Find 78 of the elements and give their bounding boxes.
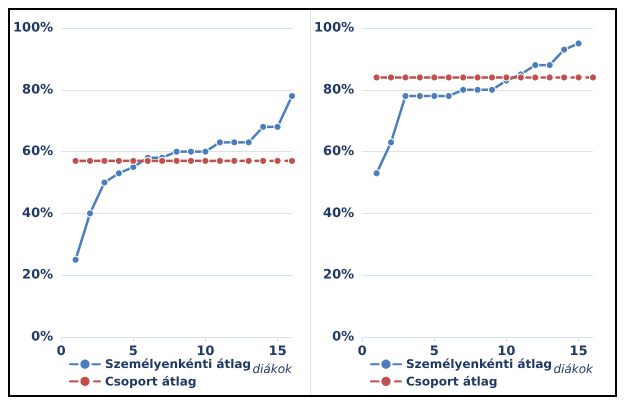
- x-tick-label: 15: [268, 344, 287, 359]
- x-tick-label: 15: [570, 344, 588, 359]
- x-axis-title: diákok: [252, 362, 294, 376]
- point: [72, 156, 80, 165]
- point: [444, 73, 453, 82]
- point: [114, 169, 123, 178]
- point: [459, 86, 468, 94]
- x-tick-label: 0: [56, 344, 66, 359]
- point: [372, 73, 381, 82]
- legend-label: Személyenkénti átlag: [104, 357, 252, 372]
- point: [488, 86, 496, 94]
- point: [230, 138, 238, 146]
- point: [216, 138, 224, 146]
- point: [86, 209, 94, 218]
- y-tick-label: 20%: [22, 268, 54, 283]
- legend-label: Csoport átlag: [104, 374, 196, 388]
- x-tick-label: 5: [430, 344, 439, 359]
- point: [244, 156, 253, 165]
- point: [288, 156, 296, 165]
- point: [560, 46, 568, 54]
- point: [187, 156, 196, 165]
- point: [274, 156, 282, 165]
- point: [401, 73, 410, 82]
- point: [100, 178, 108, 186]
- point: [100, 156, 108, 165]
- point: [387, 73, 396, 82]
- point: [187, 148, 196, 156]
- point: [416, 73, 424, 82]
- point: [516, 73, 525, 82]
- point: [574, 73, 583, 82]
- point: [201, 156, 210, 165]
- point: [244, 138, 253, 146]
- x-tick-label: 0: [358, 344, 367, 359]
- point: [574, 39, 583, 48]
- y-tick-label: 100%: [314, 20, 354, 36]
- point: [474, 73, 482, 82]
- point: [430, 73, 438, 82]
- x-axis-title: diákok: [553, 362, 594, 376]
- y-tick-label: 60%: [22, 144, 54, 160]
- point: [372, 169, 381, 178]
- point: [274, 122, 282, 131]
- point: [114, 156, 123, 165]
- point: [531, 73, 540, 82]
- point: [488, 73, 496, 82]
- point: [546, 73, 554, 82]
- point: [158, 156, 166, 165]
- point: [259, 122, 268, 131]
- y-tick-label: 0%: [31, 330, 54, 344]
- point: [216, 156, 224, 165]
- y-tick-label: 20%: [323, 268, 354, 283]
- point: [259, 156, 268, 165]
- y-tick-label: 80%: [323, 82, 354, 98]
- point: [201, 148, 210, 156]
- point: [230, 156, 238, 165]
- x-tick-label: 5: [128, 344, 138, 359]
- y-tick-label: 60%: [323, 144, 354, 160]
- y-tick-label: 100%: [12, 20, 54, 36]
- y-tick-label: 40%: [323, 206, 354, 221]
- y-tick-label: 40%: [22, 206, 54, 221]
- point: [560, 73, 568, 82]
- point: [474, 86, 482, 94]
- point: [129, 156, 138, 165]
- y-tick-label: 80%: [22, 82, 54, 98]
- x-tick-label: 10: [497, 344, 516, 359]
- point: [172, 148, 181, 156]
- legend-label: Csoport átlag: [406, 374, 498, 388]
- point: [72, 256, 80, 264]
- point: [502, 73, 510, 82]
- point: [546, 61, 554, 70]
- point: [86, 156, 94, 165]
- point: [459, 73, 468, 82]
- y-tick-label: 0%: [332, 330, 354, 344]
- point: [144, 156, 152, 165]
- legend-label: Személyenkénti átlag: [406, 357, 552, 372]
- point: [531, 61, 540, 70]
- point: [589, 73, 597, 82]
- point: [172, 156, 181, 165]
- x-tick-label: 10: [196, 344, 214, 359]
